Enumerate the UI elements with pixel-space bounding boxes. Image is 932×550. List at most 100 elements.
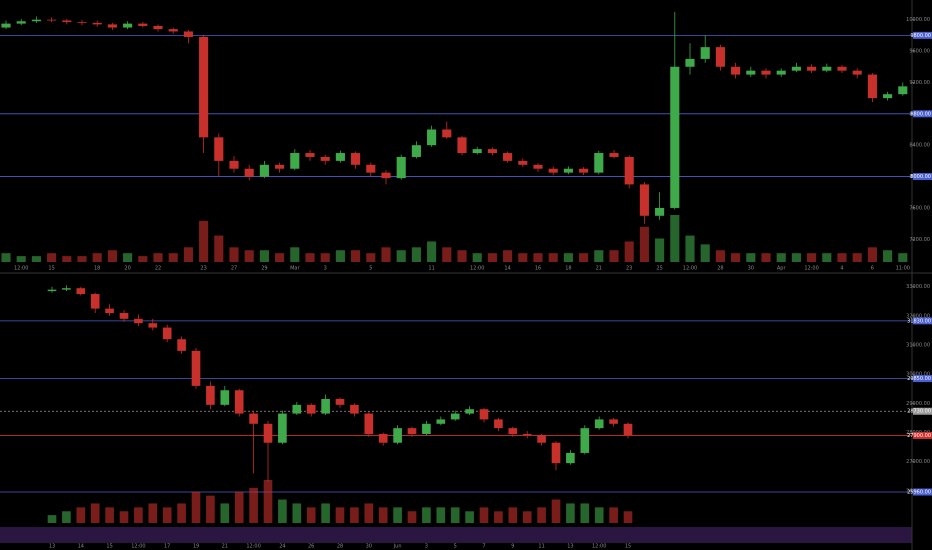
volume-bar <box>220 503 230 523</box>
volume-bar <box>206 495 215 523</box>
x-tick-label: 4 <box>840 266 843 272</box>
candle-body <box>472 149 482 154</box>
candle-body <box>335 153 345 161</box>
candle-body <box>479 409 489 420</box>
volume-bar <box>381 247 391 262</box>
candle-body <box>436 419 446 424</box>
x-tick-label: 22 <box>155 266 161 272</box>
candle-body <box>77 22 87 23</box>
volume-bar <box>715 250 725 262</box>
candle-body <box>62 288 71 290</box>
volume-bar <box>364 503 374 523</box>
candle-body <box>563 168 573 173</box>
volume-bar <box>76 507 86 523</box>
x-tick-label: 3 <box>324 266 327 272</box>
level-label-box <box>913 407 932 415</box>
x-tick-label: 28 <box>717 266 723 272</box>
x-tick-label: 21 <box>596 266 602 272</box>
volume-bar <box>62 256 72 262</box>
y-tick-label: 9600.00 <box>909 49 930 55</box>
x-tick-label: 6 <box>871 266 874 272</box>
volume-bar <box>436 507 446 523</box>
candle-body <box>579 168 589 173</box>
y-tick-label: 32000.00 <box>906 313 930 319</box>
volume-bar <box>822 253 832 262</box>
volume-bar <box>168 253 178 262</box>
y-tick-label: 33000.00 <box>906 284 930 290</box>
candle-body <box>292 404 302 414</box>
y-tick-label: 31000.00 <box>906 343 930 349</box>
candle-body <box>275 164 285 169</box>
volume-bar <box>609 250 619 262</box>
volume-bar <box>457 250 467 262</box>
volume-bar <box>350 507 359 523</box>
x-tick-label: 12:00 <box>14 266 28 272</box>
volume-bar <box>16 256 26 262</box>
level-label: 8800.00 <box>910 111 931 117</box>
x-tick-label: 15 <box>625 544 631 550</box>
volume-bar <box>321 503 330 523</box>
candle-body <box>487 149 497 154</box>
volume-bar <box>229 247 239 262</box>
volume-bar <box>670 215 680 262</box>
candle-body <box>364 413 374 434</box>
volume-bar <box>852 253 862 262</box>
candle-body <box>494 419 503 429</box>
candle-body <box>883 94 893 99</box>
volume-bar <box>305 253 315 262</box>
volume-bar <box>47 515 57 523</box>
level-label-box <box>913 317 932 325</box>
candle-body <box>138 23 148 26</box>
candle-body <box>685 58 695 67</box>
x-tick-label: Apr <box>777 266 787 272</box>
y-tick-label: 29000.00 <box>906 401 930 407</box>
volume-bar <box>177 503 186 523</box>
x-tick-label: 12:00 <box>804 266 818 272</box>
volume-bar <box>533 253 543 262</box>
candle-body <box>715 47 725 67</box>
volume-bar <box>551 499 561 523</box>
x-tick-label: 30 <box>366 544 372 550</box>
candle-body <box>1 23 11 28</box>
candle-body <box>624 156 634 185</box>
candle-body <box>700 47 710 59</box>
candle-body <box>16 21 26 24</box>
candle-body <box>90 294 100 309</box>
x-tick-label: 29 <box>261 266 267 272</box>
volume-bar <box>837 253 847 262</box>
x-tick-label: 14 <box>504 266 510 272</box>
volume-bar <box>335 250 345 262</box>
candle-body <box>548 168 558 173</box>
y-tick-label: 30000.00 <box>906 372 930 378</box>
candle-body <box>522 433 532 436</box>
candle-body <box>320 156 330 161</box>
candle-body <box>465 409 474 414</box>
candle-body <box>746 70 756 75</box>
candle-body <box>229 160 239 169</box>
volume-bar <box>77 256 87 262</box>
candle-body <box>191 350 201 386</box>
candle-body <box>259 164 269 177</box>
level-label: 27900.00 <box>907 433 931 439</box>
candle-body <box>199 36 209 138</box>
volume-bar <box>609 507 618 523</box>
x-tick-label: 12:00 <box>246 544 260 550</box>
candle-body <box>609 419 618 424</box>
candle-body <box>366 164 376 173</box>
candle-body <box>177 339 186 351</box>
x-tick-label: 12:00 <box>683 266 697 272</box>
volume-bar <box>92 253 102 262</box>
volume-bar <box>508 507 518 523</box>
volume-bar <box>566 503 575 523</box>
x-tick-label: 14 <box>78 544 84 550</box>
volume-bar <box>427 241 437 262</box>
volume-bar <box>90 503 100 523</box>
candle-body <box>278 413 287 443</box>
candle-body <box>867 74 877 99</box>
candle-body <box>92 22 102 25</box>
candle-body <box>776 70 786 75</box>
volume-bar <box>263 480 273 523</box>
x-tick-label: 13 <box>567 544 573 550</box>
volume-bar <box>624 241 634 262</box>
x-tick-label: 18 <box>565 266 571 272</box>
